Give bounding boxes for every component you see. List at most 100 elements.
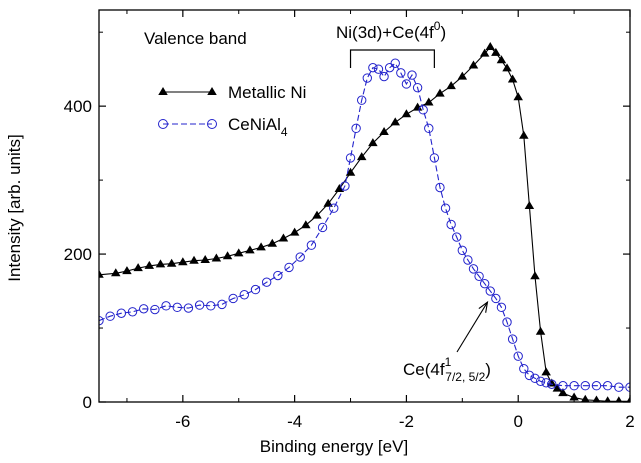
data-point-circle <box>463 255 473 265</box>
data-point-triangle <box>256 242 266 251</box>
data-point-circle <box>183 303 194 313</box>
data-point-triangle <box>479 48 490 57</box>
legend-marker-triangle <box>158 87 168 95</box>
data-point-triangle <box>312 210 322 219</box>
data-point-triangle <box>222 251 233 260</box>
bracket-label-sup: 0 <box>434 19 441 33</box>
data-point-circle <box>379 71 389 82</box>
data-point-triangle <box>379 127 389 136</box>
data-point-triangle <box>99 269 104 278</box>
data-point-circle <box>530 373 540 384</box>
data-point-circle <box>284 262 294 273</box>
data-point-circle <box>105 311 115 321</box>
series-ceniial4 <box>99 58 630 392</box>
series-metallic-ni <box>99 41 630 402</box>
data-point-triangle <box>144 260 155 269</box>
data-point-triangle <box>189 255 199 264</box>
data-point-circle <box>217 299 227 310</box>
data-point-triangle <box>558 388 568 397</box>
data-point-triangle <box>457 71 468 80</box>
data-point-circle <box>547 379 557 389</box>
data-point-circle <box>373 64 384 74</box>
data-point-triangle <box>356 152 367 161</box>
data-point-triangle <box>446 81 456 90</box>
data-point-circle <box>457 245 468 256</box>
data-point-triangle <box>401 109 412 118</box>
data-point-triangle <box>122 266 132 275</box>
data-point-circle <box>507 334 518 344</box>
data-point-circle <box>116 308 127 318</box>
data-point-circle <box>273 270 283 281</box>
legend-label-ceniial4-sub: 4 <box>281 125 288 139</box>
data-point-circle <box>194 300 205 310</box>
data-point-circle <box>602 381 613 391</box>
y-tick-label: 0 <box>83 393 92 412</box>
data-point-triangle <box>323 198 333 207</box>
data-point-circle <box>485 286 495 296</box>
legend-marker-triangle <box>207 87 217 95</box>
data-point-circle <box>362 73 372 83</box>
data-point-circle <box>317 222 328 233</box>
data-point-triangle <box>211 253 222 262</box>
arrow-head <box>478 300 489 313</box>
data-point-triangle <box>569 392 579 401</box>
data-point-triangle <box>435 88 445 97</box>
data-point-triangle <box>524 201 535 209</box>
data-point-triangle <box>278 233 289 242</box>
x-tick-label: -4 <box>287 412 302 431</box>
arrow-label-sub: 7/2, 5/2 <box>445 370 485 384</box>
data-point-circle <box>401 79 412 89</box>
data-point-triangle <box>267 238 278 247</box>
arrow-label: Ce(4f1 7/2, 5/2) <box>403 355 491 384</box>
arrow-label-main: Ce(4f <box>403 360 445 379</box>
data-point-circle <box>418 105 428 115</box>
data-point-circle <box>390 58 400 68</box>
data-point-circle <box>139 304 149 314</box>
data-point-circle <box>479 278 490 289</box>
data-point-triangle <box>155 259 166 268</box>
data-point-triangle <box>615 396 623 402</box>
data-point-circle <box>306 240 317 250</box>
legend-marker-circle <box>158 119 168 129</box>
data-point-circle <box>440 203 451 213</box>
data-point-triangle <box>133 263 143 272</box>
data-point-circle <box>468 264 479 274</box>
data-point-circle <box>368 62 378 73</box>
bracket-label-end: ) <box>440 23 446 42</box>
data-point-circle <box>340 181 350 191</box>
data-point-triangle <box>390 117 400 126</box>
data-point-triangle <box>166 258 177 267</box>
legend-label-metallic-ni: Metallic Ni <box>228 83 306 102</box>
data-point-triangle <box>345 167 356 176</box>
data-point-triangle <box>502 63 512 72</box>
data-point-circle <box>357 95 367 105</box>
data-point-triangle <box>604 396 612 402</box>
data-point-circle <box>345 153 356 163</box>
data-point-circle <box>424 123 434 134</box>
arrow-shaft <box>456 301 488 353</box>
data-point-circle <box>150 304 160 315</box>
data-point-circle <box>513 351 523 361</box>
legend: Metallic Ni CeNiAl4 <box>158 83 306 139</box>
data-point-circle <box>491 293 501 304</box>
data-point-circle <box>407 70 417 80</box>
data-point-triangle <box>289 227 300 236</box>
data-point-circle <box>580 381 590 391</box>
data-point-circle <box>261 277 272 287</box>
data-point-circle <box>519 364 529 374</box>
series-line <box>99 62 630 388</box>
data-point-circle <box>429 153 440 163</box>
data-point-circle <box>446 219 456 230</box>
y-tick-label: 400 <box>64 97 92 116</box>
data-point-triangle <box>368 138 378 147</box>
data-point-circle <box>161 301 171 311</box>
arrow-label-end: ) <box>485 360 491 379</box>
data-point-circle <box>412 82 423 93</box>
data-point-triangle <box>580 394 590 402</box>
data-point-circle <box>591 381 602 391</box>
data-point-circle <box>396 68 406 78</box>
series-line <box>99 46 630 402</box>
data-point-triangle <box>412 102 423 111</box>
data-point-circle <box>524 370 535 381</box>
